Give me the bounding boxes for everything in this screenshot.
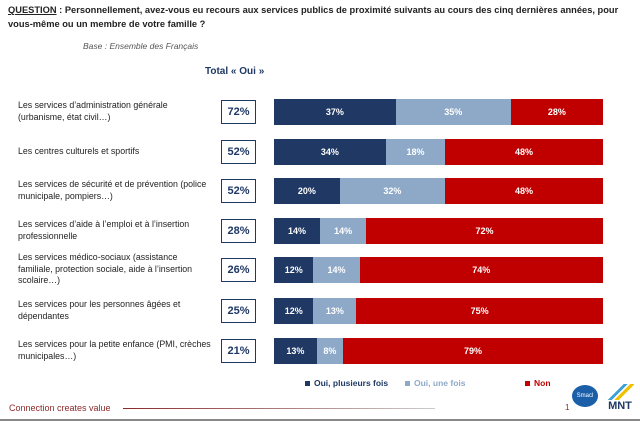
bar-segment-plusieurs: 20% — [274, 178, 340, 204]
stacked-bar: 37% 35% 28% — [274, 99, 603, 125]
bar-segment-une-fois: 13% — [313, 298, 357, 324]
bar-segment-plusieurs: 12% — [274, 257, 314, 283]
bar-segment-non: 75% — [356, 298, 603, 324]
stacked-bar: 12% 13% 75% — [274, 298, 603, 324]
category-label: Les services médico-sociaux (assistance … — [18, 252, 193, 285]
bar-segment-plusieurs: 13% — [274, 338, 317, 364]
total-oui-value: 25% — [221, 299, 256, 323]
legend-label: Oui, une fois — [414, 378, 466, 388]
category-label: Les services d’administration générale (… — [18, 100, 168, 122]
bar-segment-non: 74% — [359, 257, 603, 283]
footer-divider — [123, 408, 435, 409]
bar-segment-non: 48% — [445, 178, 603, 204]
page-number: 1 — [565, 403, 570, 412]
legend-item: Oui, plusieurs fois — [305, 378, 388, 388]
bar-segment-plusieurs: 34% — [274, 139, 386, 165]
bar-segment-une-fois: 32% — [339, 178, 446, 204]
total-oui-value: 28% — [221, 219, 256, 243]
stacked-bar: 13% 8% 79% — [274, 338, 603, 364]
stacked-bar: 12% 14% 74% — [274, 257, 603, 283]
category-label: Les services pour les personnes âgées et… — [18, 299, 181, 321]
bottom-border — [0, 419, 640, 421]
total-oui-value: 52% — [221, 140, 256, 164]
bar-segment-non: 48% — [445, 139, 603, 165]
question: QUESTION : Personnellement, avez-vous eu… — [8, 3, 628, 31]
stacked-bar: 20% 32% 48% — [274, 178, 603, 204]
mnt-logo: MNT — [606, 384, 634, 412]
bar-segment-une-fois: 18% — [385, 139, 446, 165]
category-label: Les services de sécurité et de préventio… — [18, 179, 207, 201]
category-label: Les centres culturels et sportifs — [18, 146, 140, 156]
legend-item: Non — [525, 378, 551, 388]
category-label: Les services pour la petite enfance (PMI… — [18, 339, 211, 361]
total-oui-value: 52% — [221, 179, 256, 203]
total-oui-value: 72% — [221, 100, 256, 124]
legend-swatch — [405, 381, 410, 386]
question-text: : Personnellement, avez-vous eu recours … — [8, 5, 619, 29]
bar-segment-plusieurs: 37% — [274, 99, 396, 125]
legend-item: Oui, une fois — [405, 378, 465, 388]
bar-segment-une-fois: 35% — [395, 99, 511, 125]
footer-tagline: Connection creates value — [9, 403, 111, 413]
legend-label: Oui, plusieurs fois — [314, 378, 389, 388]
legend-label: Non — [534, 378, 551, 388]
bar-segment-une-fois: 14% — [320, 218, 367, 244]
bar-segment-non: 79% — [343, 338, 603, 364]
total-header: Total « Oui » — [205, 66, 265, 77]
legend-swatch — [525, 381, 530, 386]
bar-segment-plusieurs: 14% — [274, 218, 321, 244]
bar-segment-une-fois: 8% — [316, 338, 344, 364]
smacl-logo: Smacl — [572, 385, 598, 407]
bar-segment-non: 28% — [510, 99, 603, 125]
bar-segment-plusieurs: 12% — [274, 298, 314, 324]
total-oui-value: 26% — [221, 258, 256, 282]
bar-segment-non: 72% — [366, 218, 603, 244]
total-oui-value: 21% — [221, 339, 256, 363]
bar-segment-une-fois: 14% — [313, 257, 360, 283]
stacked-bar: 34% 18% 48% — [274, 139, 603, 165]
category-label: Les services d’aide à l’emploi et à l’in… — [18, 219, 190, 241]
question-label: QUESTION — [8, 5, 57, 15]
legend-swatch — [305, 381, 310, 386]
stacked-bar: 14% 14% 72% — [274, 218, 603, 244]
base-note: Base : Ensemble des Français — [83, 41, 199, 51]
